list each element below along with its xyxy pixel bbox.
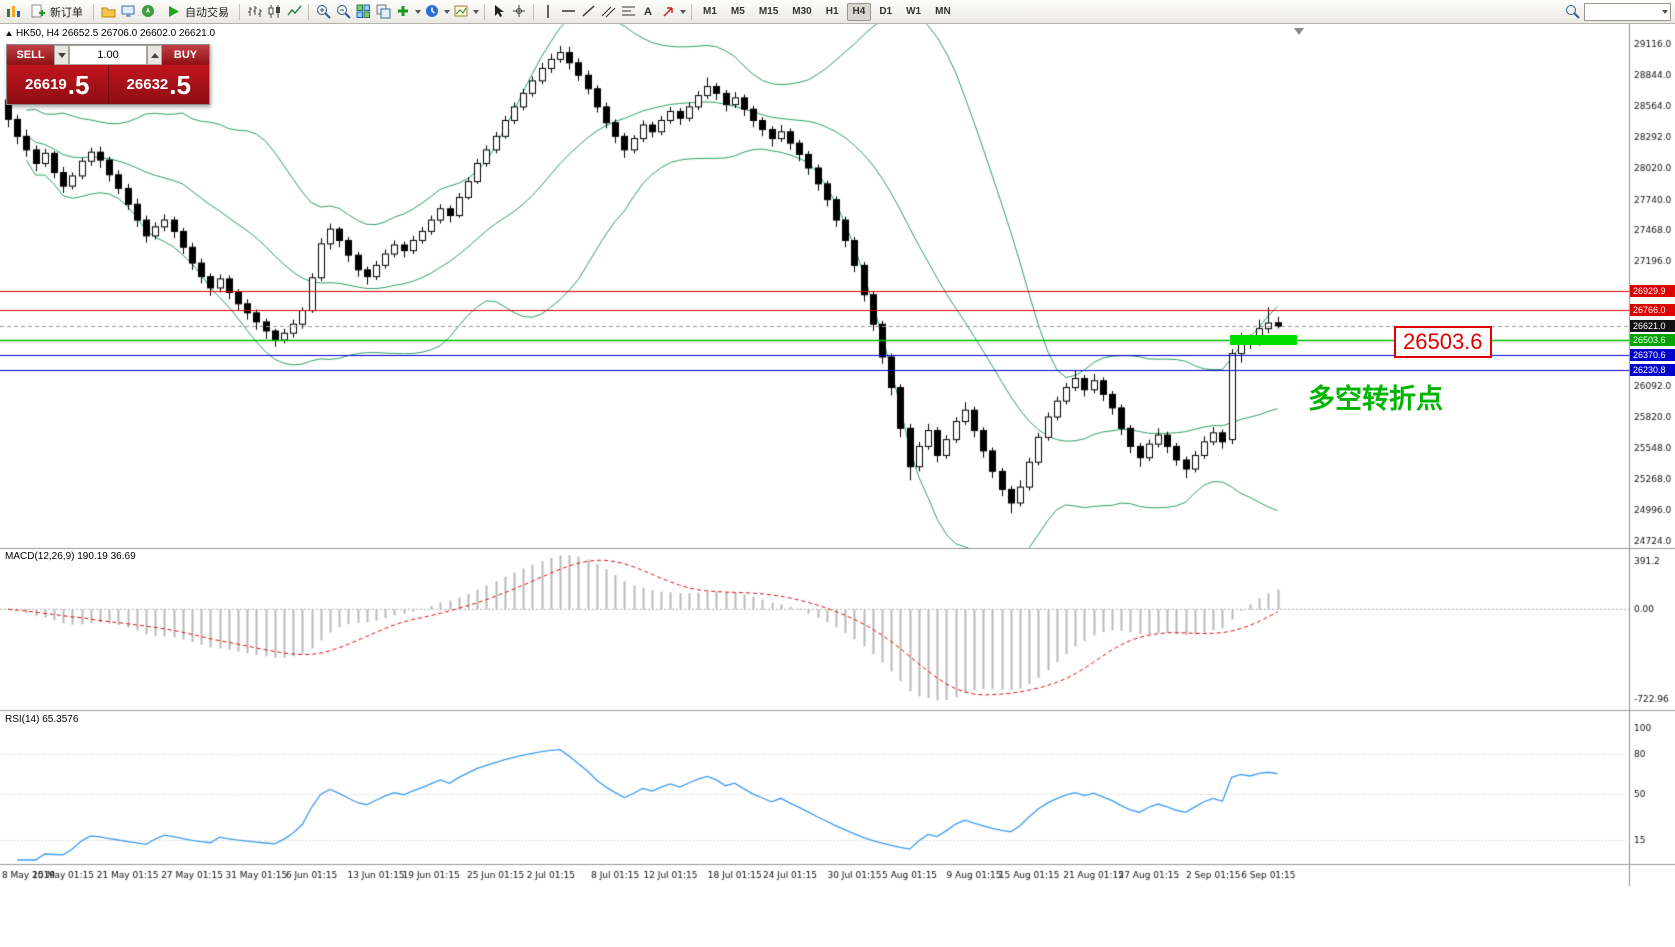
arrows-icon[interactable] (659, 3, 677, 21)
chevron-down-icon[interactable] (444, 9, 450, 14)
timeframe-d1[interactable]: D1 (873, 3, 898, 21)
periods-icon[interactable] (423, 3, 441, 21)
text-icon[interactable]: A (644, 5, 652, 18)
price-tag-pivot: 26503.6 (1630, 333, 1675, 346)
price-tag-resistance-lower: 26766.0 (1630, 303, 1675, 316)
profiles-icon[interactable] (99, 3, 117, 21)
toolbar-right-group (1563, 2, 1671, 21)
sell-price-main: 26619 (25, 76, 67, 93)
chart-shift-marker[interactable] (1294, 28, 1304, 35)
volume-input[interactable] (69, 45, 147, 65)
chevron-down-icon[interactable] (415, 9, 421, 14)
chevron-down-icon[interactable] (680, 9, 686, 14)
volume-down-button[interactable] (54, 45, 69, 65)
symbol-search-box[interactable] (1584, 2, 1671, 21)
symbol-info-bar: HK50, H4 26652.5 26706.0 26602.0 26621.0 (6, 28, 215, 39)
symbol-ohlc-label: HK50, H4 26652.5 26706.0 26602.0 26621.0 (16, 28, 216, 39)
separator (533, 3, 534, 20)
zoom-out-icon[interactable] (334, 3, 352, 21)
turning-point-label[interactable]: 多空转折点 (1308, 384, 1443, 414)
equidistant-channel-icon[interactable] (599, 3, 617, 21)
volume-up-button[interactable] (147, 45, 162, 65)
chevron-down-icon[interactable] (473, 9, 479, 14)
sell-button[interactable]: SELL (7, 45, 54, 65)
search-icon[interactable] (1563, 3, 1581, 21)
one-click-panel-toggle-icon[interactable] (6, 31, 12, 36)
one-click-controls-row: SELL BUY (7, 45, 209, 65)
price-tag-resistance-upper: 26929.9 (1630, 285, 1675, 298)
triangle-down-icon (57, 52, 66, 58)
fibonacci-icon[interactable] (619, 3, 637, 21)
buy-price-main: 26632 (126, 76, 169, 93)
indicators-icon[interactable] (394, 3, 412, 21)
new-order-label: 新订单 (50, 6, 83, 19)
app-icon (4, 3, 22, 21)
vertical-line-icon[interactable] (539, 3, 557, 21)
sell-price-frac: .5 (67, 69, 90, 100)
crosshair-icon[interactable] (510, 3, 528, 21)
one-click-trading-panel: SELL BUY 26619.5 26632.5 (6, 44, 210, 105)
market-watch-icon[interactable] (119, 3, 137, 21)
toolbar: 新订单 自动交易 (0, 0, 1675, 24)
new-order-icon (29, 3, 47, 21)
tile-windows-icon[interactable] (354, 3, 372, 21)
buy-price[interactable]: 26632.5 (108, 65, 209, 104)
separator (239, 3, 240, 20)
timeframe-h4[interactable]: H4 (846, 2, 872, 21)
timeframe-m15[interactable]: M15 (753, 3, 784, 21)
bars-chart-icon[interactable] (245, 3, 263, 21)
rsi-label: RSI(14) 65.3576 (5, 714, 79, 725)
separator (308, 3, 309, 20)
timeframe-m30[interactable]: M30 (786, 3, 817, 21)
timeframe-w1[interactable]: W1 (900, 3, 927, 21)
navigator-icon[interactable] (139, 3, 157, 21)
price-divider (107, 65, 109, 104)
autotrade-button[interactable]: 自动交易 (159, 2, 234, 22)
buy-price-frac: .5 (169, 69, 191, 100)
price-tag-bid: 26621.0 (1630, 320, 1675, 333)
trendline-icon[interactable] (579, 3, 597, 21)
buy-button[interactable]: BUY (162, 45, 209, 65)
macd-label: MACD(12,26,9) 190.19 36.69 (5, 551, 136, 562)
price-tag-support-lower: 26230.8 (1630, 364, 1675, 377)
candlestick-chart-icon[interactable] (265, 3, 283, 21)
templates-icon[interactable] (452, 3, 470, 21)
autotrade-label: 自动交易 (185, 6, 229, 19)
zoom-in-icon[interactable] (314, 3, 332, 21)
autotrade-play-icon (164, 3, 182, 21)
price-callout-label[interactable]: 26503.6 (1394, 326, 1492, 358)
horizontal-line-icon[interactable] (559, 3, 577, 21)
price-tag-support-upper: 26370.6 (1630, 348, 1675, 361)
timeframe-h1[interactable]: H1 (820, 3, 845, 21)
separator (484, 3, 485, 20)
highlight-rectangle[interactable] (1230, 334, 1297, 345)
separator (691, 3, 692, 20)
new-order-button[interactable]: 新订单 (24, 2, 88, 22)
timeframe-mn[interactable]: MN (929, 3, 957, 21)
separator (93, 3, 94, 20)
symbol-search-input[interactable] (1587, 3, 1661, 20)
sell-price[interactable]: 26619.5 (7, 65, 108, 104)
timeframe-m5[interactable]: M5 (725, 3, 751, 21)
arrange-windows-icon[interactable] (374, 3, 392, 21)
timeframe-m1[interactable]: M1 (697, 3, 723, 21)
triangle-up-icon (150, 52, 159, 58)
cursor-icon[interactable] (490, 3, 508, 21)
one-click-prices-row: 26619.5 26632.5 (7, 65, 209, 104)
chevron-down-icon[interactable] (1662, 9, 1668, 14)
line-chart-icon[interactable] (285, 3, 303, 21)
